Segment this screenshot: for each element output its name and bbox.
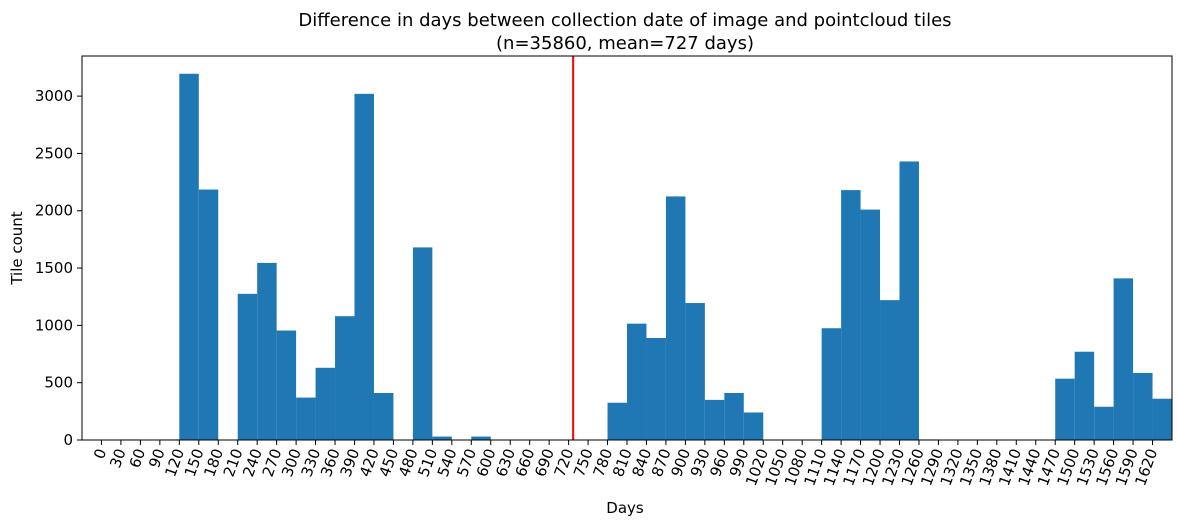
bar-1620 — [1152, 398, 1172, 440]
bar-1470 — [1055, 378, 1075, 440]
bar-780 — [607, 402, 627, 440]
x-tick-label: 30 — [106, 446, 129, 470]
y-tick-label: 1500 — [35, 259, 73, 277]
bar-840 — [646, 337, 666, 440]
bar-240 — [257, 262, 277, 440]
bar-1110 — [821, 328, 842, 440]
y-tick-label: 2000 — [35, 202, 73, 220]
bars-group — [120, 73, 1172, 441]
bar-420 — [373, 393, 394, 440]
bar-1200 — [880, 300, 900, 440]
bar-330 — [315, 367, 336, 440]
bar-210 — [237, 293, 258, 440]
bar-960 — [724, 393, 744, 440]
bar-1500 — [1074, 351, 1095, 440]
chart-title: Difference in days between collection da… — [298, 10, 951, 31]
bar-1590 — [1133, 372, 1153, 440]
bar-1230 — [899, 161, 919, 440]
x-axis-label: Days — [606, 499, 644, 517]
bar-300 — [296, 397, 316, 440]
bar-1530 — [1094, 406, 1114, 440]
bar-930 — [704, 399, 725, 440]
y-axis: 0 500 1000 1500 2000 2500 3000 — [35, 87, 82, 449]
y-tick-label: 3000 — [35, 87, 73, 105]
chart-subtitle: (n=35860, mean=727 days) — [496, 33, 754, 54]
bar-360 — [335, 316, 355, 440]
bar-570 — [471, 436, 491, 440]
bar-270 — [276, 330, 297, 440]
x-tick-label: 90 — [145, 446, 168, 470]
x-axis: 0306090120150180210240270300330360390420… — [90, 440, 1161, 488]
bar-990 — [743, 412, 764, 440]
x-tick-label: 60 — [126, 446, 149, 470]
y-tick-label: 1000 — [35, 316, 73, 334]
bar-900 — [685, 303, 705, 440]
bar-480 — [412, 247, 433, 440]
bar-390 — [354, 93, 374, 440]
y-tick-label: 2500 — [35, 144, 73, 162]
bar-150 — [198, 189, 219, 440]
bar-120 — [179, 73, 199, 441]
y-tick-label: 0 — [63, 431, 73, 449]
bar-1170 — [860, 209, 881, 440]
bar-1560 — [1113, 278, 1134, 440]
y-axis-label: Tile count — [8, 211, 26, 285]
bar-810 — [627, 323, 647, 440]
y-tick-label: 500 — [44, 374, 73, 392]
bar-510 — [432, 436, 452, 440]
bar-1140 — [841, 190, 861, 440]
bar-870 — [665, 196, 686, 440]
